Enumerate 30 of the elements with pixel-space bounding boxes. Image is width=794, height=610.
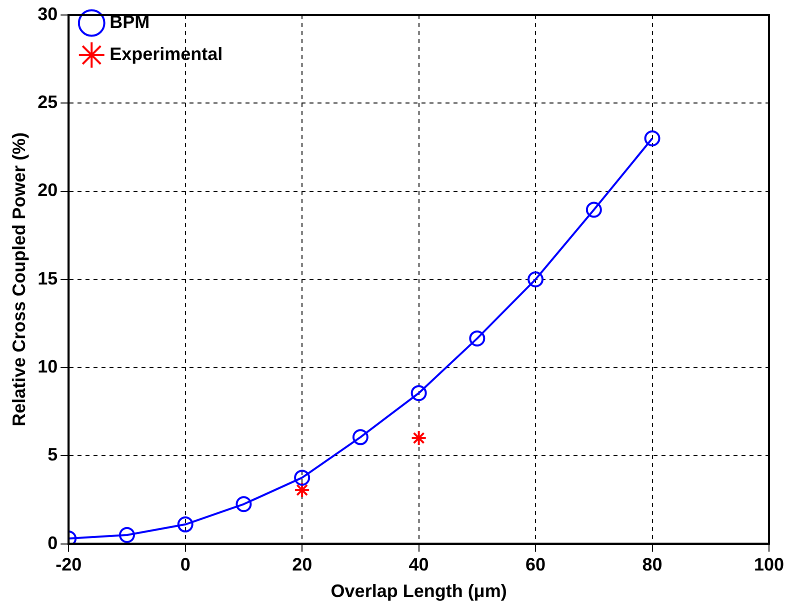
y-tick-label: 20 [38, 180, 58, 200]
y-axis-title: Relative Cross Coupled Power (%) [8, 132, 29, 426]
point [410, 385, 427, 402]
x-axis-title: Overlap Length (μm) [330, 581, 507, 602]
y-tick-label: 5 [48, 444, 58, 465]
y-tick-label: 0 [48, 532, 58, 553]
legend-label: Experimental [110, 44, 223, 64]
y-tick-label: 15 [38, 268, 58, 288]
x-tick-label: 20 [292, 554, 312, 575]
x-tick-label: 40 [408, 554, 429, 575]
point [294, 470, 310, 486]
x-tick-label: 60 [526, 554, 546, 575]
point [644, 130, 660, 146]
y-tick-label: 30 [38, 4, 58, 24]
y-tick-label: 10 [38, 356, 58, 376]
x-tick-label: -20 [56, 554, 82, 575]
x-tick-label: 100 [754, 554, 784, 575]
x-tick-label: 80 [642, 554, 662, 575]
point [410, 430, 427, 446]
point [586, 202, 602, 218]
point [528, 271, 544, 288]
y-tick-label: 25 [38, 92, 58, 112]
point [118, 526, 135, 543]
x-tick-label: 0 [180, 554, 190, 575]
point [469, 330, 486, 346]
point [236, 496, 252, 512]
legend-label: BPM [110, 12, 150, 32]
point [294, 482, 310, 498]
point [352, 429, 368, 446]
point [177, 516, 194, 532]
